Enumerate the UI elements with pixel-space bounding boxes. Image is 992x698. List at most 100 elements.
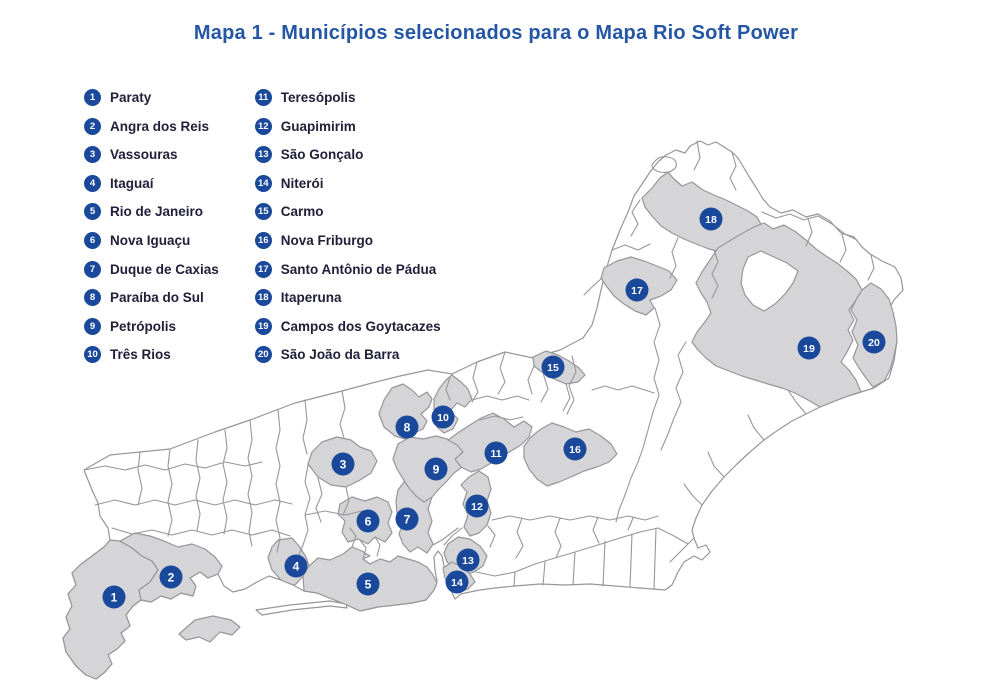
map-marker-7: 7: [395, 507, 419, 531]
map-marker-6: 6: [356, 509, 380, 533]
marker-circle: [284, 554, 308, 578]
marker-circle: [699, 207, 723, 231]
marker-circle: [424, 457, 448, 481]
municipality-paraty: [62, 539, 159, 680]
legend-item-16: 16 Nova Friburgo: [254, 231, 441, 249]
marker-number: 2: [168, 570, 175, 584]
marker-circle: [445, 570, 469, 594]
legend-number-badge: 18: [254, 289, 272, 307]
legend-item-4: 4 Itaguaí: [84, 174, 219, 192]
legend-item-3: 3 Vassouras: [84, 146, 219, 164]
marker-circle: [356, 572, 380, 596]
marker-circle: [159, 565, 183, 589]
legend-number-badge: 19: [254, 317, 272, 335]
legend-number-badge: 17: [254, 260, 272, 278]
legend-item-17: 17 Santo Antônio de Pádua: [254, 260, 441, 278]
marker-number: 1: [111, 590, 118, 604]
marker-circle: [456, 548, 480, 572]
marker-number: 4: [293, 559, 300, 573]
legend-number-badge: 11: [254, 89, 272, 106]
legend-item-15: 15 Carmo: [254, 203, 441, 221]
marker-number: 13: [462, 555, 474, 567]
map-marker-2: 2: [159, 565, 183, 589]
legend-column-1: 1 Paraty 2 Angra dos Reis 3 Vassouras 4 Itaguaí…: [84, 89, 219, 375]
marker-circle: [465, 494, 489, 518]
legend-item-6: 6 Nova Iguaçu: [84, 231, 219, 249]
legend-item-2: 2 Angra dos Reis: [84, 117, 219, 135]
legend-number-badge: 6: [84, 231, 101, 249]
legend-number-badge: 1: [84, 89, 101, 106]
marker-number: 10: [437, 412, 449, 424]
legend-number-badge: 2: [84, 117, 101, 135]
legend-item-label: Teresópolis: [280, 90, 356, 105]
legend-number-badge: 13: [254, 146, 272, 164]
marker-number: 3: [340, 457, 347, 471]
legend-item-label: Nova Iguaçu: [110, 232, 191, 248]
legend-number-badge: 5: [84, 203, 101, 221]
legend-item-label: Paraíba do Sul: [110, 290, 204, 306]
island-ilha-grande: [178, 615, 241, 643]
legend-item-label: Três Rios: [110, 347, 171, 363]
legend-item-label: Niterói: [280, 175, 324, 191]
map-marker-12: 12: [465, 494, 489, 518]
municipality-borders: [83, 140, 875, 590]
marker-circle: [625, 278, 649, 302]
legend-item-8: 8 Paraíba do Sul: [84, 289, 219, 307]
marker-circle: [102, 585, 126, 609]
municipality-notch-cell: [740, 250, 799, 312]
marker-number: 19: [803, 343, 815, 355]
marker-circle: [541, 355, 565, 379]
legend-item-label: Petrópolis: [110, 318, 177, 334]
legend-item-label: Itaguaí: [110, 175, 154, 191]
legend-item-1: 1 Paraty: [84, 89, 219, 106]
marker-circle: [356, 509, 380, 533]
map-marker-19: 19: [797, 336, 821, 360]
map-marker-13: 13: [456, 548, 480, 572]
map-marker-9: 9: [424, 457, 448, 481]
legend-item-12: 12 Guapimirim: [254, 117, 441, 135]
legend-item-7: 7 Duque de Caxias: [84, 260, 219, 278]
municipality-teresopolis: [447, 412, 533, 473]
legend-item-label: Paraty: [110, 90, 152, 105]
legend-number-badge: 8: [84, 289, 101, 307]
marker-circle: [862, 330, 886, 354]
map-marker-18: 18: [699, 207, 723, 231]
marker-number: 20: [868, 337, 880, 349]
legend-number-badge: 15: [254, 203, 272, 221]
marker-circle: [431, 405, 455, 429]
marker-circle: [395, 415, 419, 439]
legend-item-9: 9 Petrópolis: [84, 317, 219, 335]
legend-item-label: Campos dos Goytacazes: [280, 318, 441, 334]
marambaia-strip: [255, 600, 348, 616]
marker-number: 8: [404, 420, 411, 434]
legend-item-11: 11 Teresópolis: [254, 89, 441, 106]
legend-item-18: 18 Itaperuna: [254, 289, 441, 307]
legend-number-badge: 10: [84, 346, 101, 364]
legend-item-5: 5 Rio de Janeiro: [84, 203, 219, 221]
marker-number: 6: [365, 514, 372, 528]
marker-number: 18: [705, 214, 717, 226]
legend-number-badge: 7: [84, 260, 101, 278]
marker-circle: [395, 507, 419, 531]
map-marker-15: 15: [541, 355, 565, 379]
page-title: Mapa 1 - Municípios selecionados para o …: [193, 22, 799, 44]
marker-number: 9: [433, 462, 440, 476]
marker-number: 11: [490, 448, 501, 460]
map-marker-16: 16: [563, 437, 587, 461]
legend-item-label: Carmo: [280, 204, 324, 220]
legend-number-badge: 16: [254, 231, 272, 249]
legend-item-label: Santo Antônio de Pádua: [280, 261, 437, 277]
map-marker-8: 8: [395, 415, 419, 439]
legend-item-label: Vassouras: [110, 147, 178, 163]
legend-number-badge: 12: [254, 117, 272, 135]
legend-number-badge: 3: [84, 146, 101, 164]
marker-circle: [484, 441, 508, 465]
marker-number: 12: [471, 501, 483, 513]
map-marker-5: 5: [356, 572, 380, 596]
marker-circle: [797, 336, 821, 360]
legend-item-10: 10 Três Rios: [84, 346, 219, 364]
map-marker-3: 3: [331, 452, 355, 476]
